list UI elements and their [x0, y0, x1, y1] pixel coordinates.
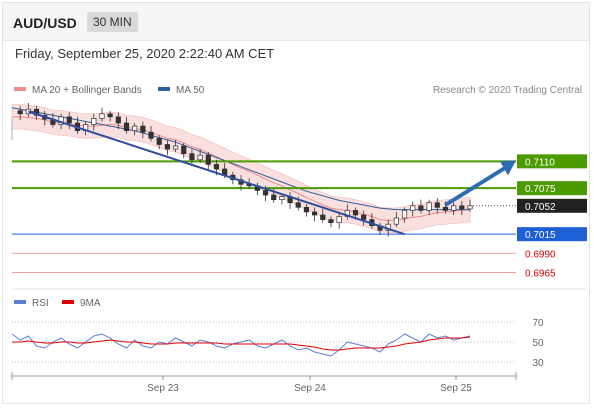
legend-label-ma50: MA 50 [176, 85, 205, 96]
candle-body [467, 205, 473, 210]
candle-body [262, 190, 269, 196]
candle-body [156, 137, 162, 145]
candle-body [295, 202, 301, 208]
resistance-label-0.7110: 0.7110 [525, 157, 555, 168]
support-label-0.6965: 0.6965 [525, 269, 556, 280]
rsi-legend-label-9ma: 9MA [80, 298, 101, 309]
candle-body [197, 154, 203, 161]
credit-text: Research © 2020 Trading Central [433, 85, 582, 96]
resistance-label-bg-0.7075 [517, 181, 587, 196]
rsi-line [11, 333, 471, 357]
candle-body [434, 202, 440, 208]
candle-body [123, 122, 130, 132]
candle-body [393, 217, 399, 225]
x-tick-label: Sep 24 [294, 383, 326, 394]
candle-body [181, 145, 187, 155]
candle-body [336, 216, 342, 224]
candle-body [66, 116, 72, 124]
legend-label-ma20: MA 20 + Bollinger Bands [32, 85, 142, 96]
candle-body [312, 211, 318, 216]
legend-swatch-ma50 [158, 87, 170, 91]
candle-body [33, 108, 40, 116]
candle-body [91, 118, 97, 125]
candle-body [132, 125, 138, 132]
candle-body [352, 210, 359, 216]
pivot-label: 0.7015 [525, 230, 556, 241]
candle-body [213, 164, 220, 170]
candle-body [271, 194, 277, 201]
candle-body [328, 219, 334, 224]
candle-body [140, 125, 146, 133]
candle-body [361, 214, 367, 220]
x-tick-label: Sep 25 [440, 383, 472, 394]
legend-swatch-ma20 [14, 87, 26, 91]
candle-body [401, 210, 408, 219]
resistance-label-0.7075: 0.7075 [525, 184, 556, 195]
support-label-0.6990: 0.6990 [525, 249, 556, 260]
candle-body [107, 113, 113, 118]
candle-body [99, 113, 105, 119]
rsi-tick-30: 30 [532, 358, 544, 369]
rsi-tick-50: 50 [532, 338, 544, 349]
candle-body [410, 205, 416, 211]
projection-arrow-shaft [444, 165, 508, 207]
candle-body [442, 206, 449, 211]
candle-body [426, 202, 432, 211]
rsi-tick-70: 70 [532, 318, 544, 329]
candle-body [172, 145, 179, 150]
candle-body [189, 153, 195, 161]
rsi-9ma-line [12, 336, 471, 351]
candle-body [459, 205, 465, 210]
candle-body [303, 206, 310, 213]
timeframe-badge[interactable]: 30 MIN [87, 12, 138, 32]
chart-header: AUD/USD 30 MIN [3, 3, 589, 41]
resistance-label-bg-0.7110 [517, 154, 587, 169]
candle-body [279, 196, 285, 201]
pivot-label-bg [517, 227, 587, 242]
rsi-legend-label-rsi: RSI [32, 298, 49, 309]
current-price-label-bg [517, 198, 587, 213]
candle-body [320, 214, 326, 220]
candle-body [205, 154, 211, 165]
symbol-label: AUD/USD [13, 15, 77, 31]
x-tick-label: Sep 23 [147, 383, 179, 394]
candle-body [17, 110, 23, 115]
chart-frame [2, 2, 590, 404]
rsi-legend-swatch-rsi [14, 300, 26, 304]
chart-datetime: Friday, September 25, 2020 2:22:40 AM CE… [15, 46, 275, 61]
trendline [28, 110, 405, 236]
ma20-line [12, 116, 471, 221]
candle-body [451, 205, 457, 211]
candle-body [115, 116, 121, 124]
candle-body [148, 131, 154, 139]
rsi-legend-swatch-9ma [62, 300, 74, 304]
projection-arrow-head [500, 160, 516, 176]
candle-body [418, 205, 424, 211]
current-price-label: 0.7052 [525, 202, 556, 213]
ma50-line [11, 107, 470, 211]
candle-body [164, 144, 170, 150]
